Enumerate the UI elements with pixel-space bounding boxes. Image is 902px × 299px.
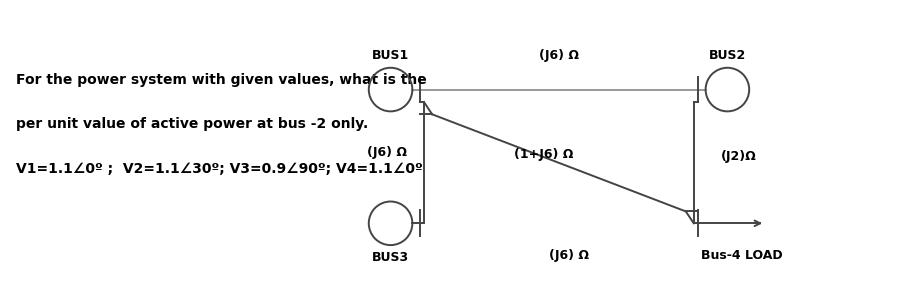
Text: (J6) Ω: (J6) Ω	[549, 249, 589, 262]
Text: V1=1.1∠0º ;  V2=1.1∠30º; V3=0.9∠90º; V4=1.1∠0º: V1=1.1∠0º ; V2=1.1∠30º; V3=0.9∠90º; V4=1…	[16, 162, 423, 176]
Text: BUS1: BUS1	[372, 49, 410, 62]
Text: (J6) Ω: (J6) Ω	[539, 49, 579, 62]
Text: per unit value of active power at bus -2 only.: per unit value of active power at bus -2…	[16, 117, 368, 131]
Text: BUS2: BUS2	[709, 49, 746, 62]
Text: BUS3: BUS3	[372, 251, 410, 264]
Text: (J2)Ω: (J2)Ω	[721, 150, 756, 164]
Text: (1+J6) Ω: (1+J6) Ω	[514, 148, 574, 161]
Text: (J6) Ω: (J6) Ω	[366, 147, 407, 159]
Text: For the power system with given values, what is the: For the power system with given values, …	[16, 73, 427, 87]
Text: Bus-4 LOAD: Bus-4 LOAD	[702, 249, 783, 262]
